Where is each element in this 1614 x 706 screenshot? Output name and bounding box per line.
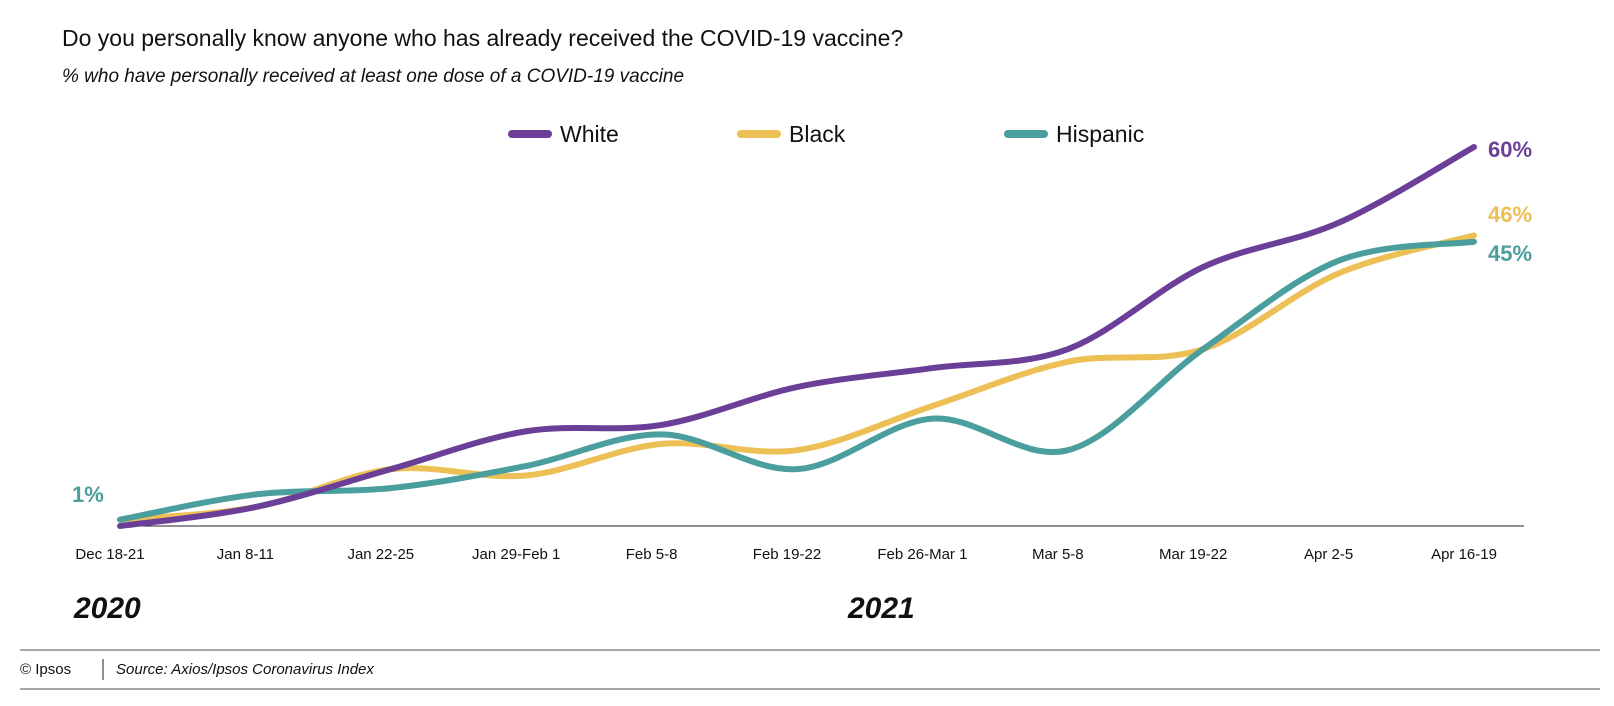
x-axis-ticks: Dec 18-21 Jan 8-11 Jan 22-25 Jan 29-Feb 1 Fe…	[75, 546, 1497, 563]
x-tick-label: Jan 29-Feb 1	[472, 546, 560, 563]
end-label-black: 46%	[1488, 202, 1532, 227]
copyright-text: © Ipsos	[20, 661, 71, 678]
x-tick-label: Mar 19-22	[1159, 546, 1227, 563]
chart-subtitle: % who have personally received at least …	[62, 66, 684, 87]
x-tick-label: Mar 5-8	[1032, 546, 1084, 563]
legend-label-hispanic: Hispanic	[1056, 121, 1144, 147]
series-line-hispanic	[117, 238, 1477, 523]
x-tick-label: Feb 26-Mar 1	[877, 546, 967, 563]
x-tick-label: Dec 18-21	[75, 546, 144, 563]
series-lines	[117, 144, 1477, 529]
x-tick-label: Feb 5-8	[626, 546, 678, 563]
legend-label-white: White	[560, 121, 619, 147]
start-label-hispanic: 1%	[72, 482, 104, 507]
series-labels: 60% 46% 45% 1%	[72, 137, 1532, 507]
legend: White Black Hispanic	[508, 121, 1144, 147]
x-tick-label: Feb 19-22	[753, 546, 821, 563]
year-label-2020: 2020	[73, 592, 141, 625]
year-label-2021: 2021	[847, 592, 915, 625]
x-tick-label: Jan 8-11	[217, 546, 274, 563]
source-text: Source: Axios/Ipsos Coronavirus Index	[116, 661, 374, 678]
end-label-white: 60%	[1488, 137, 1532, 162]
chart-title: Do you personally know anyone who has al…	[62, 25, 903, 51]
legend-label-black: Black	[789, 121, 846, 147]
x-tick-label: Jan 22-25	[347, 546, 414, 563]
x-tick-label: Apr 16-19	[1431, 546, 1497, 563]
series-line-black	[117, 232, 1477, 523]
series-line-white	[117, 144, 1477, 529]
end-label-hispanic: 45%	[1488, 241, 1532, 266]
x-tick-label: Apr 2-5	[1304, 546, 1353, 563]
